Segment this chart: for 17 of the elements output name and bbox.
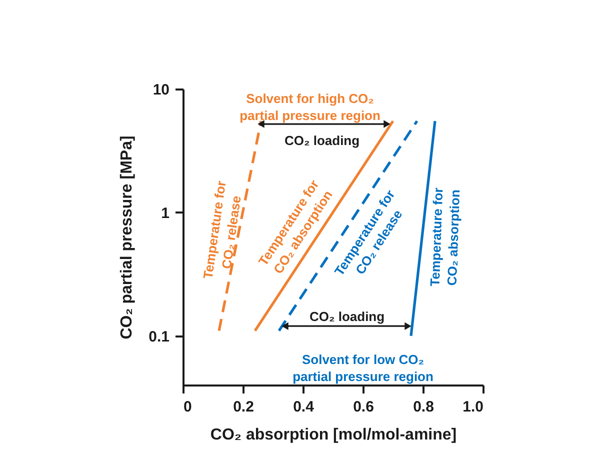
y-tick-label: 0.1 — [148, 328, 170, 346]
y-tick-label: 10 — [152, 82, 170, 98]
y-tick-label: 1 — [161, 204, 170, 222]
annotation: Solvent for low CO₂ partial pressure region — [292, 352, 434, 384]
x-tick-label: 0.2 — [233, 398, 254, 416]
x-axis-title: CO₂ absorption [mol/mol-amine] — [210, 426, 457, 444]
annotation: CO₂ loading — [284, 133, 360, 148]
annotation: Solvent for high CO₂ partial pressure region — [240, 91, 380, 123]
annotation: Temperature for CO₂ absorption — [427, 187, 463, 287]
annotation: CO₂ loading — [309, 309, 385, 324]
annotation: Temperature for CO₂ release — [200, 180, 244, 280]
x-tick-label: 0.4 — [293, 398, 315, 416]
x-tick-label: 1.0 — [462, 398, 484, 416]
y-axis-title: CO₂ partial pressure [MPa] — [118, 136, 136, 340]
x-tick-label: 0.8 — [413, 398, 434, 416]
x-tick-label: 0 — [184, 398, 192, 416]
x-tick-label: 0.6 — [353, 398, 374, 416]
